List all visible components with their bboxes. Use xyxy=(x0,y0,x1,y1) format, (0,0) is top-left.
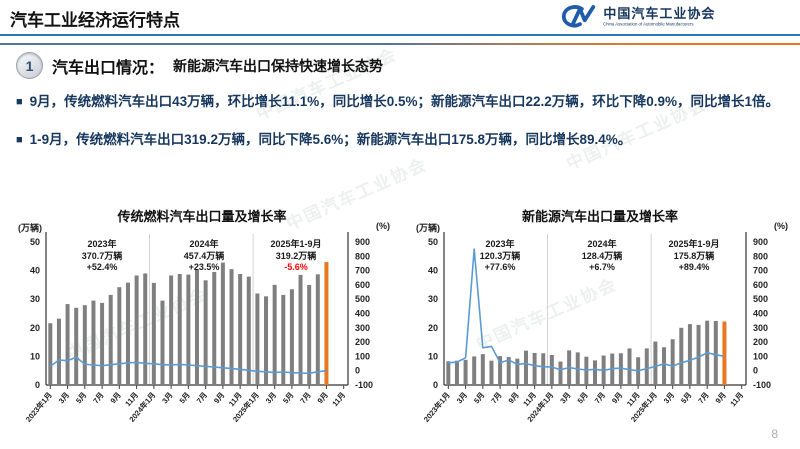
svg-text:3月: 3月 xyxy=(662,391,676,406)
svg-text:11月: 11月 xyxy=(728,391,745,409)
svg-text:9月: 9月 xyxy=(610,391,624,406)
svg-text:10: 10 xyxy=(30,351,40,361)
chart-plot: 504030201009008007006005004003002001000-… xyxy=(421,232,771,424)
svg-text:40: 40 xyxy=(30,266,40,276)
svg-text:500: 500 xyxy=(355,294,370,304)
svg-text:900: 900 xyxy=(355,237,370,247)
svg-text:900: 900 xyxy=(753,237,768,247)
svg-text:200: 200 xyxy=(753,337,768,347)
svg-text:20: 20 xyxy=(30,323,40,333)
header-divider-gradient xyxy=(0,43,800,45)
bullet-monthly: ■ 9月，传统燃料汽车出口43万辆，环比增长11.1%，同比增长0.5%；新能源… xyxy=(16,90,788,115)
header-divider-blue xyxy=(0,34,800,36)
left-axis-unit: (万辆) xyxy=(18,223,42,233)
svg-text:100: 100 xyxy=(753,351,768,361)
logo-name-cn: 中国汽车工业协会 xyxy=(603,6,716,21)
bullet-text: 1-9月，传统燃料汽车出口319.2万辆，同比下降5.6%；新能源汽车出口175… xyxy=(29,132,632,148)
section-title: 汽车出口情况： xyxy=(52,59,165,77)
svg-text:3月: 3月 xyxy=(160,391,174,406)
svg-text:11月: 11月 xyxy=(330,391,347,409)
svg-text:2023年1月: 2023年1月 xyxy=(421,390,452,424)
svg-text:200: 200 xyxy=(355,337,370,347)
svg-text:9月: 9月 xyxy=(108,391,122,406)
summary-bullets: ■ 9月，传统燃料汽车出口43万辆，环比增长11.1%，同比增长0.5%；新能源… xyxy=(16,90,788,167)
traditional-fuel-chart: 传统燃料汽车出口量及增长率 (万辆) (%) 50 40 30 20 10 0 900 800… xyxy=(6,206,398,446)
svg-text:9月: 9月 xyxy=(316,391,330,406)
svg-text:9月: 9月 xyxy=(212,391,226,406)
svg-text:7月: 7月 xyxy=(696,391,710,406)
right-axis-unit: (%) xyxy=(774,221,788,231)
annotation-2025: 2025年1-9月 319.2万辆 -5.6% xyxy=(270,239,322,273)
section-number-badge: 1 xyxy=(16,52,43,79)
caam-logo: 中国汽车工业协会 China Association of Automobile… xyxy=(560,3,792,35)
svg-text:5月: 5月 xyxy=(178,391,192,406)
svg-text:0: 0 xyxy=(35,380,40,390)
chart-plot: 504030201009008007006005004003002001000-… xyxy=(23,232,373,424)
svg-text:300: 300 xyxy=(355,323,370,333)
svg-text:3月: 3月 xyxy=(558,391,572,406)
chart-title: 传统燃料汽车出口量及增长率 xyxy=(117,209,287,224)
svg-text:9月: 9月 xyxy=(714,391,728,406)
left-axis-unit: (万辆) xyxy=(416,223,440,233)
svg-text:9月: 9月 xyxy=(506,391,520,406)
bullet-marker: ■ xyxy=(16,96,23,108)
svg-text:-100: -100 xyxy=(753,380,771,390)
svg-text:7月: 7月 xyxy=(489,391,503,406)
logo-name-en: China Association of Automobile Manufact… xyxy=(603,21,694,27)
svg-text:800: 800 xyxy=(753,251,768,261)
svg-text:5月: 5月 xyxy=(472,391,486,406)
svg-text:7月: 7月 xyxy=(593,391,607,406)
svg-text:50: 50 xyxy=(30,237,40,247)
svg-text:700: 700 xyxy=(355,266,370,276)
bullet-text: 9月，传统燃料汽车出口43万辆，环比增长11.1%，同比增长0.5%；新能源汽车… xyxy=(29,94,780,109)
section-subtitle: 新能源汽车出口保持快速增长态势 xyxy=(173,57,384,74)
svg-text:700: 700 xyxy=(753,266,768,276)
svg-text:10: 10 xyxy=(428,351,438,361)
svg-text:7月: 7月 xyxy=(298,391,312,406)
section-heading: 1 汽车出口情况： 新能源汽车出口保持快速增长态势 xyxy=(16,52,383,79)
svg-text:3月: 3月 xyxy=(264,391,278,406)
annotation-2023: 2023年 370.7万辆 +52.4% xyxy=(81,239,123,273)
chart-title: 新能源汽车出口量及增长率 xyxy=(521,209,678,224)
bullet-cumulative: ■ 1-9月，传统燃料汽车出口319.2万辆，同比下降5.6%；新能源汽车出口1… xyxy=(16,128,788,153)
nev-chart: 新能源汽车出口量及增长率 (万辆) (%) 50 40 30 20 10 0 900 800 7… xyxy=(404,206,796,446)
svg-text:20: 20 xyxy=(428,323,438,333)
svg-text:0: 0 xyxy=(355,366,360,376)
svg-text:0: 0 xyxy=(753,366,758,376)
annotation-2024: 2024年 128.4万辆 +6.7% xyxy=(581,239,623,273)
svg-text:3月: 3月 xyxy=(455,391,469,406)
svg-text:500: 500 xyxy=(753,294,768,304)
svg-text:400: 400 xyxy=(753,309,768,319)
svg-text:2023年1月: 2023年1月 xyxy=(23,390,54,424)
page-number: 8 xyxy=(771,427,778,441)
annotation-2024: 2024年 457.4万辆 +23.5% xyxy=(183,239,225,273)
svg-text:7月: 7月 xyxy=(195,391,209,406)
svg-text:7月: 7月 xyxy=(91,391,105,406)
svg-text:3月: 3月 xyxy=(57,391,71,406)
svg-text:5月: 5月 xyxy=(281,391,295,406)
svg-text:400: 400 xyxy=(355,309,370,319)
svg-text:5月: 5月 xyxy=(679,391,693,406)
svg-text:5月: 5月 xyxy=(74,391,88,406)
right-axis-unit: (%) xyxy=(376,221,390,231)
svg-text:30: 30 xyxy=(428,294,438,304)
svg-text:600: 600 xyxy=(355,280,370,290)
svg-text:100: 100 xyxy=(355,351,370,361)
svg-text:5月: 5月 xyxy=(576,391,590,406)
annotation-2023: 2023年 120.3万辆 +77.6% xyxy=(479,239,521,273)
svg-text:50: 50 xyxy=(428,237,438,247)
svg-text:0: 0 xyxy=(433,380,438,390)
bullet-marker: ■ xyxy=(16,134,23,147)
svg-text:30: 30 xyxy=(30,294,40,304)
svg-text:-100: -100 xyxy=(355,380,373,390)
svg-text:600: 600 xyxy=(753,280,768,290)
page-title: 汽车工业经济运行特点 xyxy=(10,11,180,30)
svg-text:300: 300 xyxy=(753,323,768,333)
caam-logo-icon xyxy=(560,3,598,35)
svg-text:800: 800 xyxy=(355,251,370,261)
annotation-2025: 2025年1-9月 175.8万辆 +89.4% xyxy=(668,239,720,273)
svg-text:40: 40 xyxy=(428,266,438,276)
